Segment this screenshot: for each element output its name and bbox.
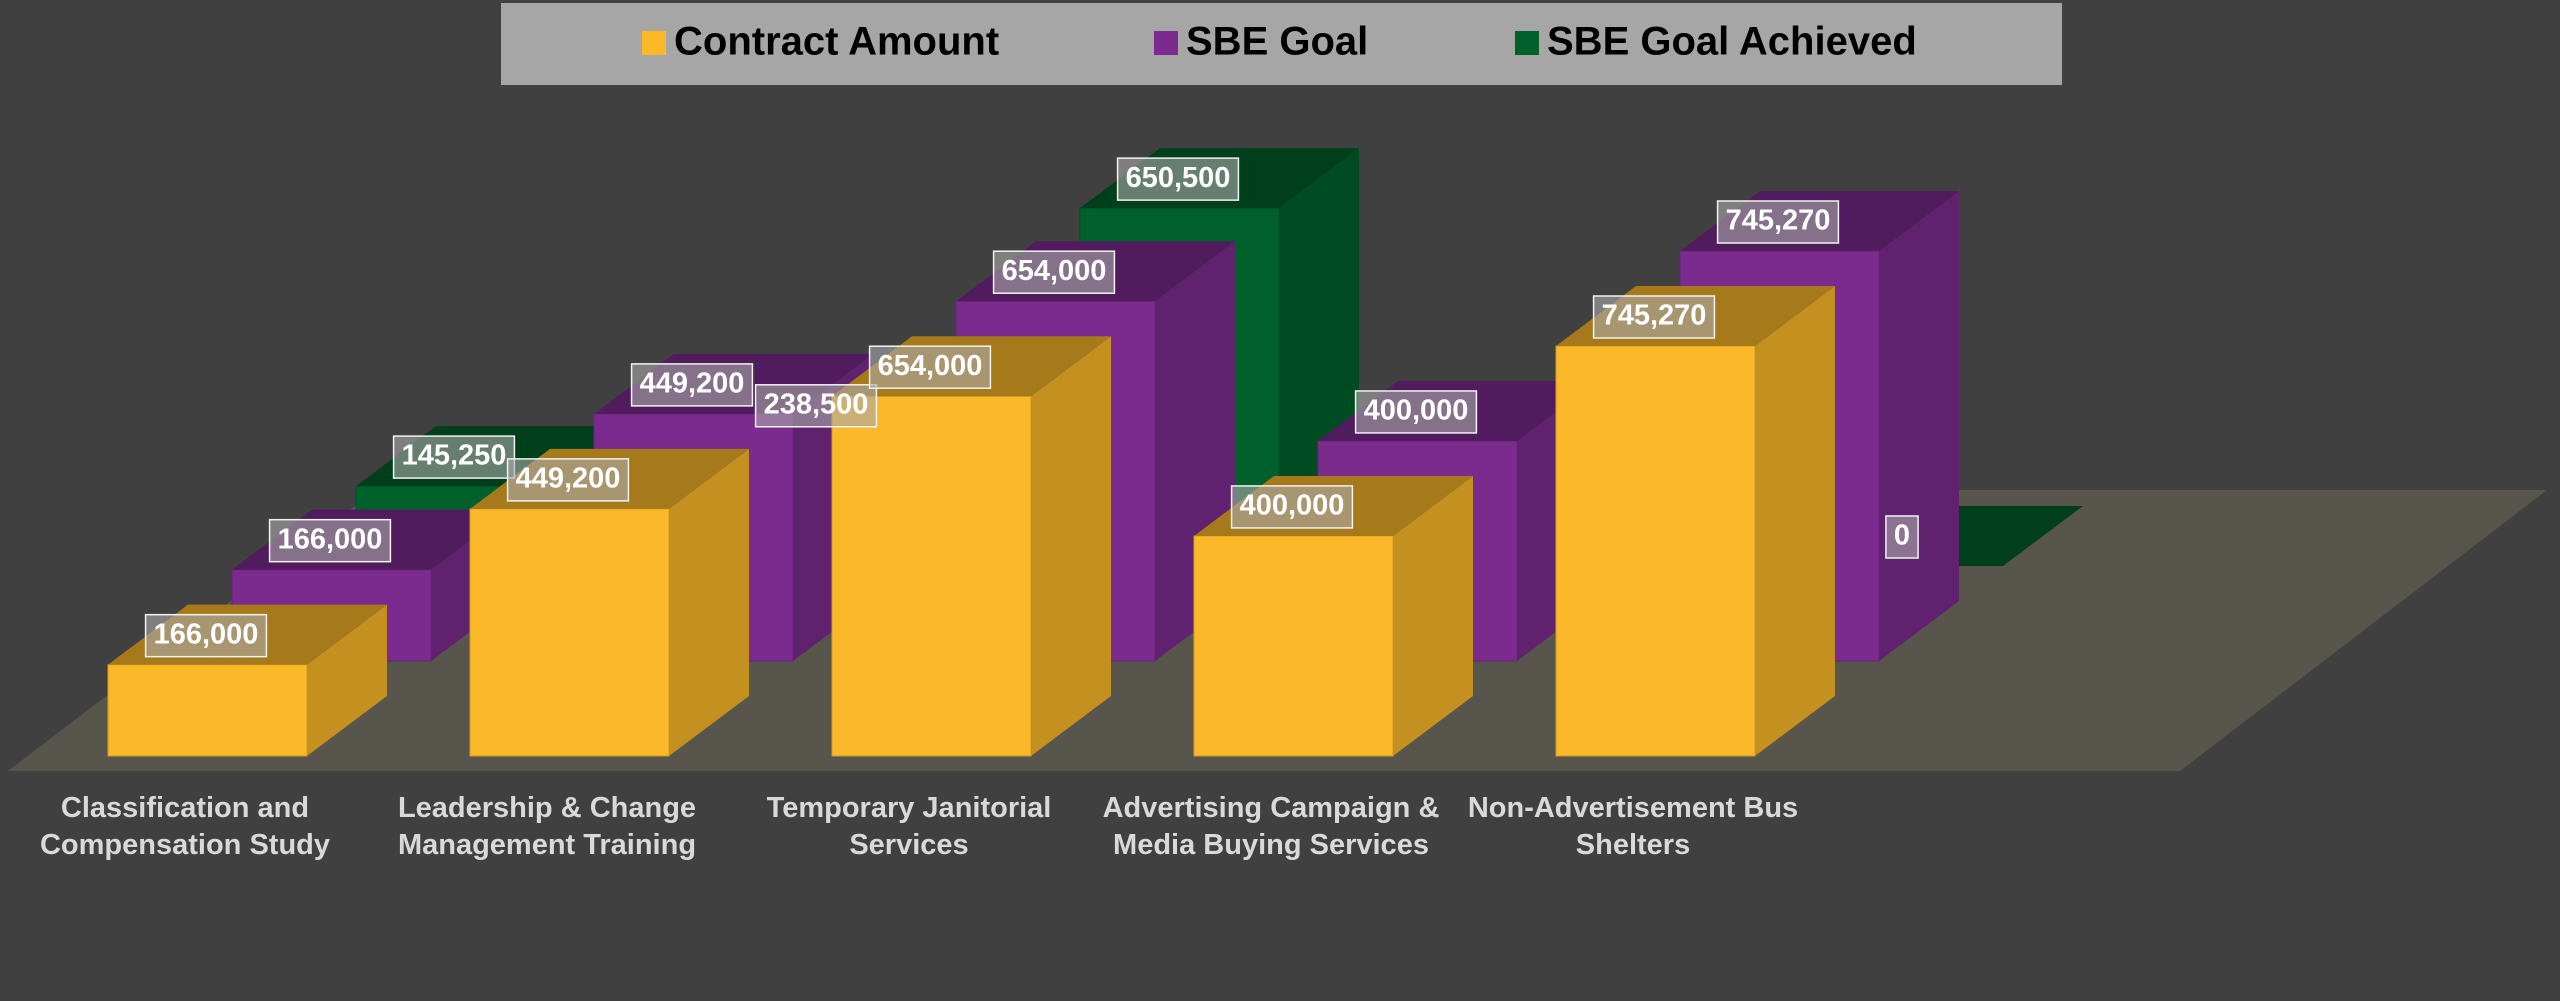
x-tick-label: Temporary Janitorial Services — [766, 792, 1052, 861]
value-label-box — [1230, 485, 1354, 529]
bar-side — [1755, 286, 1835, 756]
value-label: 654,000 — [878, 350, 983, 382]
legend-label: Contract Amount — [674, 20, 999, 64]
legend-swatch — [1154, 31, 1178, 55]
value-label-box — [506, 458, 630, 502]
bar-front — [469, 508, 670, 757]
legend-swatch — [642, 31, 666, 55]
bar-side — [1879, 191, 1959, 661]
value-label-box — [630, 363, 754, 407]
value-label-box — [1354, 390, 1478, 434]
value-label: 449,200 — [640, 368, 745, 400]
x-tick-label: Non-Advertisement Bus Shelters — [1467, 792, 1799, 861]
value-label: 238,500 — [764, 388, 869, 420]
legend-swatch — [1515, 31, 1539, 55]
value-label-box — [754, 384, 878, 428]
value-label: 654,000 — [1002, 255, 1107, 287]
bar-front — [107, 664, 308, 757]
bar-side — [1031, 336, 1111, 756]
bar-front — [1555, 345, 1756, 757]
value-label-box — [268, 518, 392, 563]
bar-side — [669, 448, 749, 756]
value-label: 145,250 — [402, 440, 507, 472]
legend-box — [501, 3, 2062, 85]
value-label-box — [144, 613, 268, 658]
value-label: 400,000 — [1364, 395, 1469, 427]
bar-front — [1193, 535, 1394, 757]
value-label: 166,000 — [278, 523, 383, 555]
value-label: 449,200 — [516, 463, 621, 495]
value-label: 166,000 — [154, 618, 259, 650]
x-tick-label: Classification and Compensation Study — [39, 792, 330, 861]
legend-label: SBE Goal — [1186, 20, 1368, 64]
bar-front — [831, 395, 1032, 757]
value-label-box — [1716, 200, 1840, 244]
legend-label: SBE Goal Achieved — [1547, 20, 1917, 64]
value-label-box — [1592, 295, 1716, 339]
value-label-box — [392, 435, 516, 479]
value-label: 745,270 — [1726, 205, 1831, 237]
value-label-box — [1116, 157, 1240, 201]
x-tick-label: Advertising Campaign & Media Buying Serv… — [1102, 792, 1440, 861]
bar — [1555, 286, 1835, 757]
x-tick-label: Leadership & Change Management Training — [397, 792, 697, 861]
value-label: 650,500 — [1126, 162, 1231, 194]
value-label: 0 — [1894, 520, 1910, 552]
value-label-box — [868, 345, 992, 389]
value-label: 400,000 — [1240, 490, 1345, 522]
value-label: 745,270 — [1602, 300, 1707, 332]
bar-side — [307, 604, 387, 756]
value-label-box — [1885, 515, 1919, 559]
bar-side — [1393, 475, 1473, 756]
value-label-box — [992, 250, 1116, 294]
